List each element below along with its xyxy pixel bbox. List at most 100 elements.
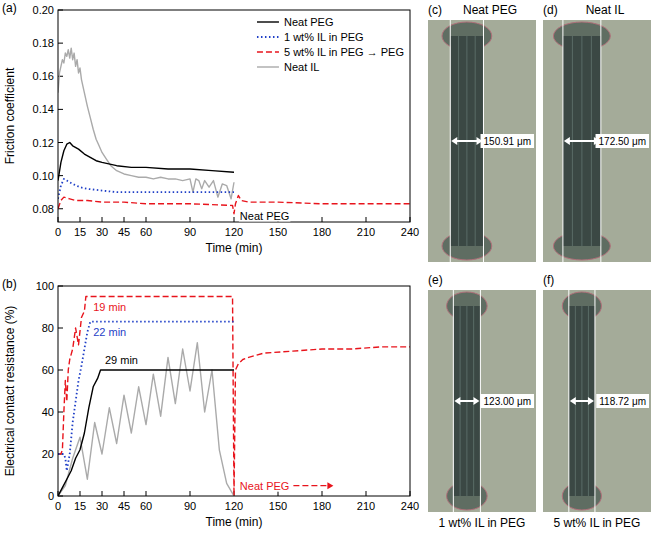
micrograph-title: Neat PEG: [463, 3, 517, 17]
micrograph-image: [543, 20, 651, 262]
series-group: [58, 48, 410, 214]
y-tick-label: 0.14: [33, 103, 54, 115]
series-line: [58, 297, 410, 497]
x-tick: [366, 217, 367, 222]
legend-label: Neat IL: [284, 61, 319, 73]
width-arrow: [455, 140, 478, 142]
series-line: [58, 48, 234, 199]
x-tick-label: 210: [357, 226, 375, 238]
micrograph-background: [428, 20, 536, 262]
annotation: 19 min: [93, 301, 126, 313]
micrograph: (c)Neat PEG150.91 μm: [428, 3, 536, 262]
x-tick: [146, 491, 147, 496]
width-arrowhead: [454, 397, 460, 405]
x-tick: [234, 217, 235, 222]
legend-swatch: [257, 36, 279, 38]
series-group: [58, 297, 410, 497]
annotation-patch: [92, 326, 127, 338]
x-tick-label: 60: [140, 500, 152, 512]
width-arrowhead: [451, 137, 457, 145]
width-arrow: [568, 140, 596, 142]
x-tick: [278, 491, 279, 496]
x-tick-label: 120: [225, 226, 243, 238]
series-line: [58, 370, 234, 496]
annotation: 29 min: [105, 354, 138, 366]
legend-swatch: [257, 51, 279, 52]
panel-label: (d): [543, 3, 558, 17]
width-label-box: [481, 134, 534, 148]
y-tick-label: 60: [42, 364, 54, 376]
edge-line: [568, 290, 569, 512]
y-tick-label: 0.10: [33, 170, 54, 182]
x-tick: [322, 491, 323, 496]
x-tick-label: 15: [74, 226, 86, 238]
x-tick: [102, 491, 103, 496]
panel-label: (e): [428, 273, 443, 287]
panel-label: (f): [543, 273, 554, 287]
x-tick-label: 30: [96, 226, 108, 238]
x-tick: [124, 217, 125, 222]
x-tick-label: 210: [357, 500, 375, 512]
series-line: [58, 343, 234, 496]
legend-swatch: [257, 66, 279, 67]
edge-line: [450, 20, 451, 262]
series-line: [58, 179, 234, 199]
y-tick: [58, 109, 63, 110]
micrograph-background: [428, 290, 536, 512]
y-tick-label: 0.18: [33, 37, 54, 49]
width-arrow: [458, 400, 475, 402]
x-tick-label: 45: [118, 226, 130, 238]
y-tick-label: 40: [42, 406, 54, 418]
x-tick-label: 240: [401, 226, 419, 238]
wear-track: [569, 306, 595, 496]
x-tick-label: 90: [184, 226, 196, 238]
series-line: [58, 322, 234, 471]
annotation: Neat PEG: [240, 210, 290, 222]
y-axis-title: Electrical contact resistance (%): [3, 306, 17, 477]
x-tick-label: 0: [55, 500, 61, 512]
width-label-box: [596, 394, 649, 408]
legend-label: Neat PEG: [284, 16, 334, 28]
x-tick: [124, 491, 125, 496]
x-tick-label: 180: [313, 500, 331, 512]
width-arrowhead: [564, 137, 570, 145]
micrograph-background: [543, 290, 651, 512]
y-tick: [58, 328, 63, 329]
legend: Neat PEG1 wt% IL in PEG5 wt% IL in PEG →…: [257, 16, 404, 73]
annotation-arrowhead: [327, 482, 333, 489]
annotations: Neat PEG: [239, 210, 291, 222]
width-arrowhead: [570, 397, 576, 405]
y-tick-label: 0.20: [33, 4, 54, 16]
width-arrowhead: [473, 397, 479, 405]
micrograph-background: [543, 20, 651, 262]
y-tick-label: 80: [42, 322, 54, 334]
y-tick: [58, 43, 63, 44]
annotations: 19 min22 min29 minNeat PEG: [92, 301, 333, 492]
plot-frame: [58, 10, 410, 222]
panel-label: (c): [428, 3, 442, 17]
width-arrowhead: [588, 397, 594, 405]
figure: 015304560901201501802102400.080.100.120.…: [0, 0, 660, 537]
panel-label: (a): [2, 1, 17, 15]
annotation-arrow: [293, 485, 328, 486]
annotation-patch: [239, 480, 291, 492]
micrograph-title: Neat IL: [586, 3, 625, 17]
y-tick-label: 100: [36, 280, 54, 292]
width-label: 118.72 μm: [599, 396, 646, 407]
series-line: [58, 143, 234, 181]
width-label-box: [481, 394, 534, 408]
annotation-patch: [239, 210, 291, 222]
micrograph: (f)5 wt% IL in PEG118.72 μm: [543, 273, 651, 530]
micrograph: (e)1 wt% IL in PEG123.00 μm: [428, 273, 536, 530]
plot-frame: [58, 286, 410, 496]
chart: 01530456090120150180210240020406080100Ti…: [2, 277, 419, 529]
y-tick: [58, 142, 63, 143]
x-tick-label: 150: [269, 500, 287, 512]
wear-track: [453, 306, 480, 496]
x-tick-label: 90: [184, 500, 196, 512]
x-tick-label: 120: [225, 500, 243, 512]
y-tick: [58, 370, 63, 371]
x-tick-label: 15: [74, 500, 86, 512]
edge-line: [594, 290, 595, 512]
y-tick-label: 0: [48, 490, 54, 502]
